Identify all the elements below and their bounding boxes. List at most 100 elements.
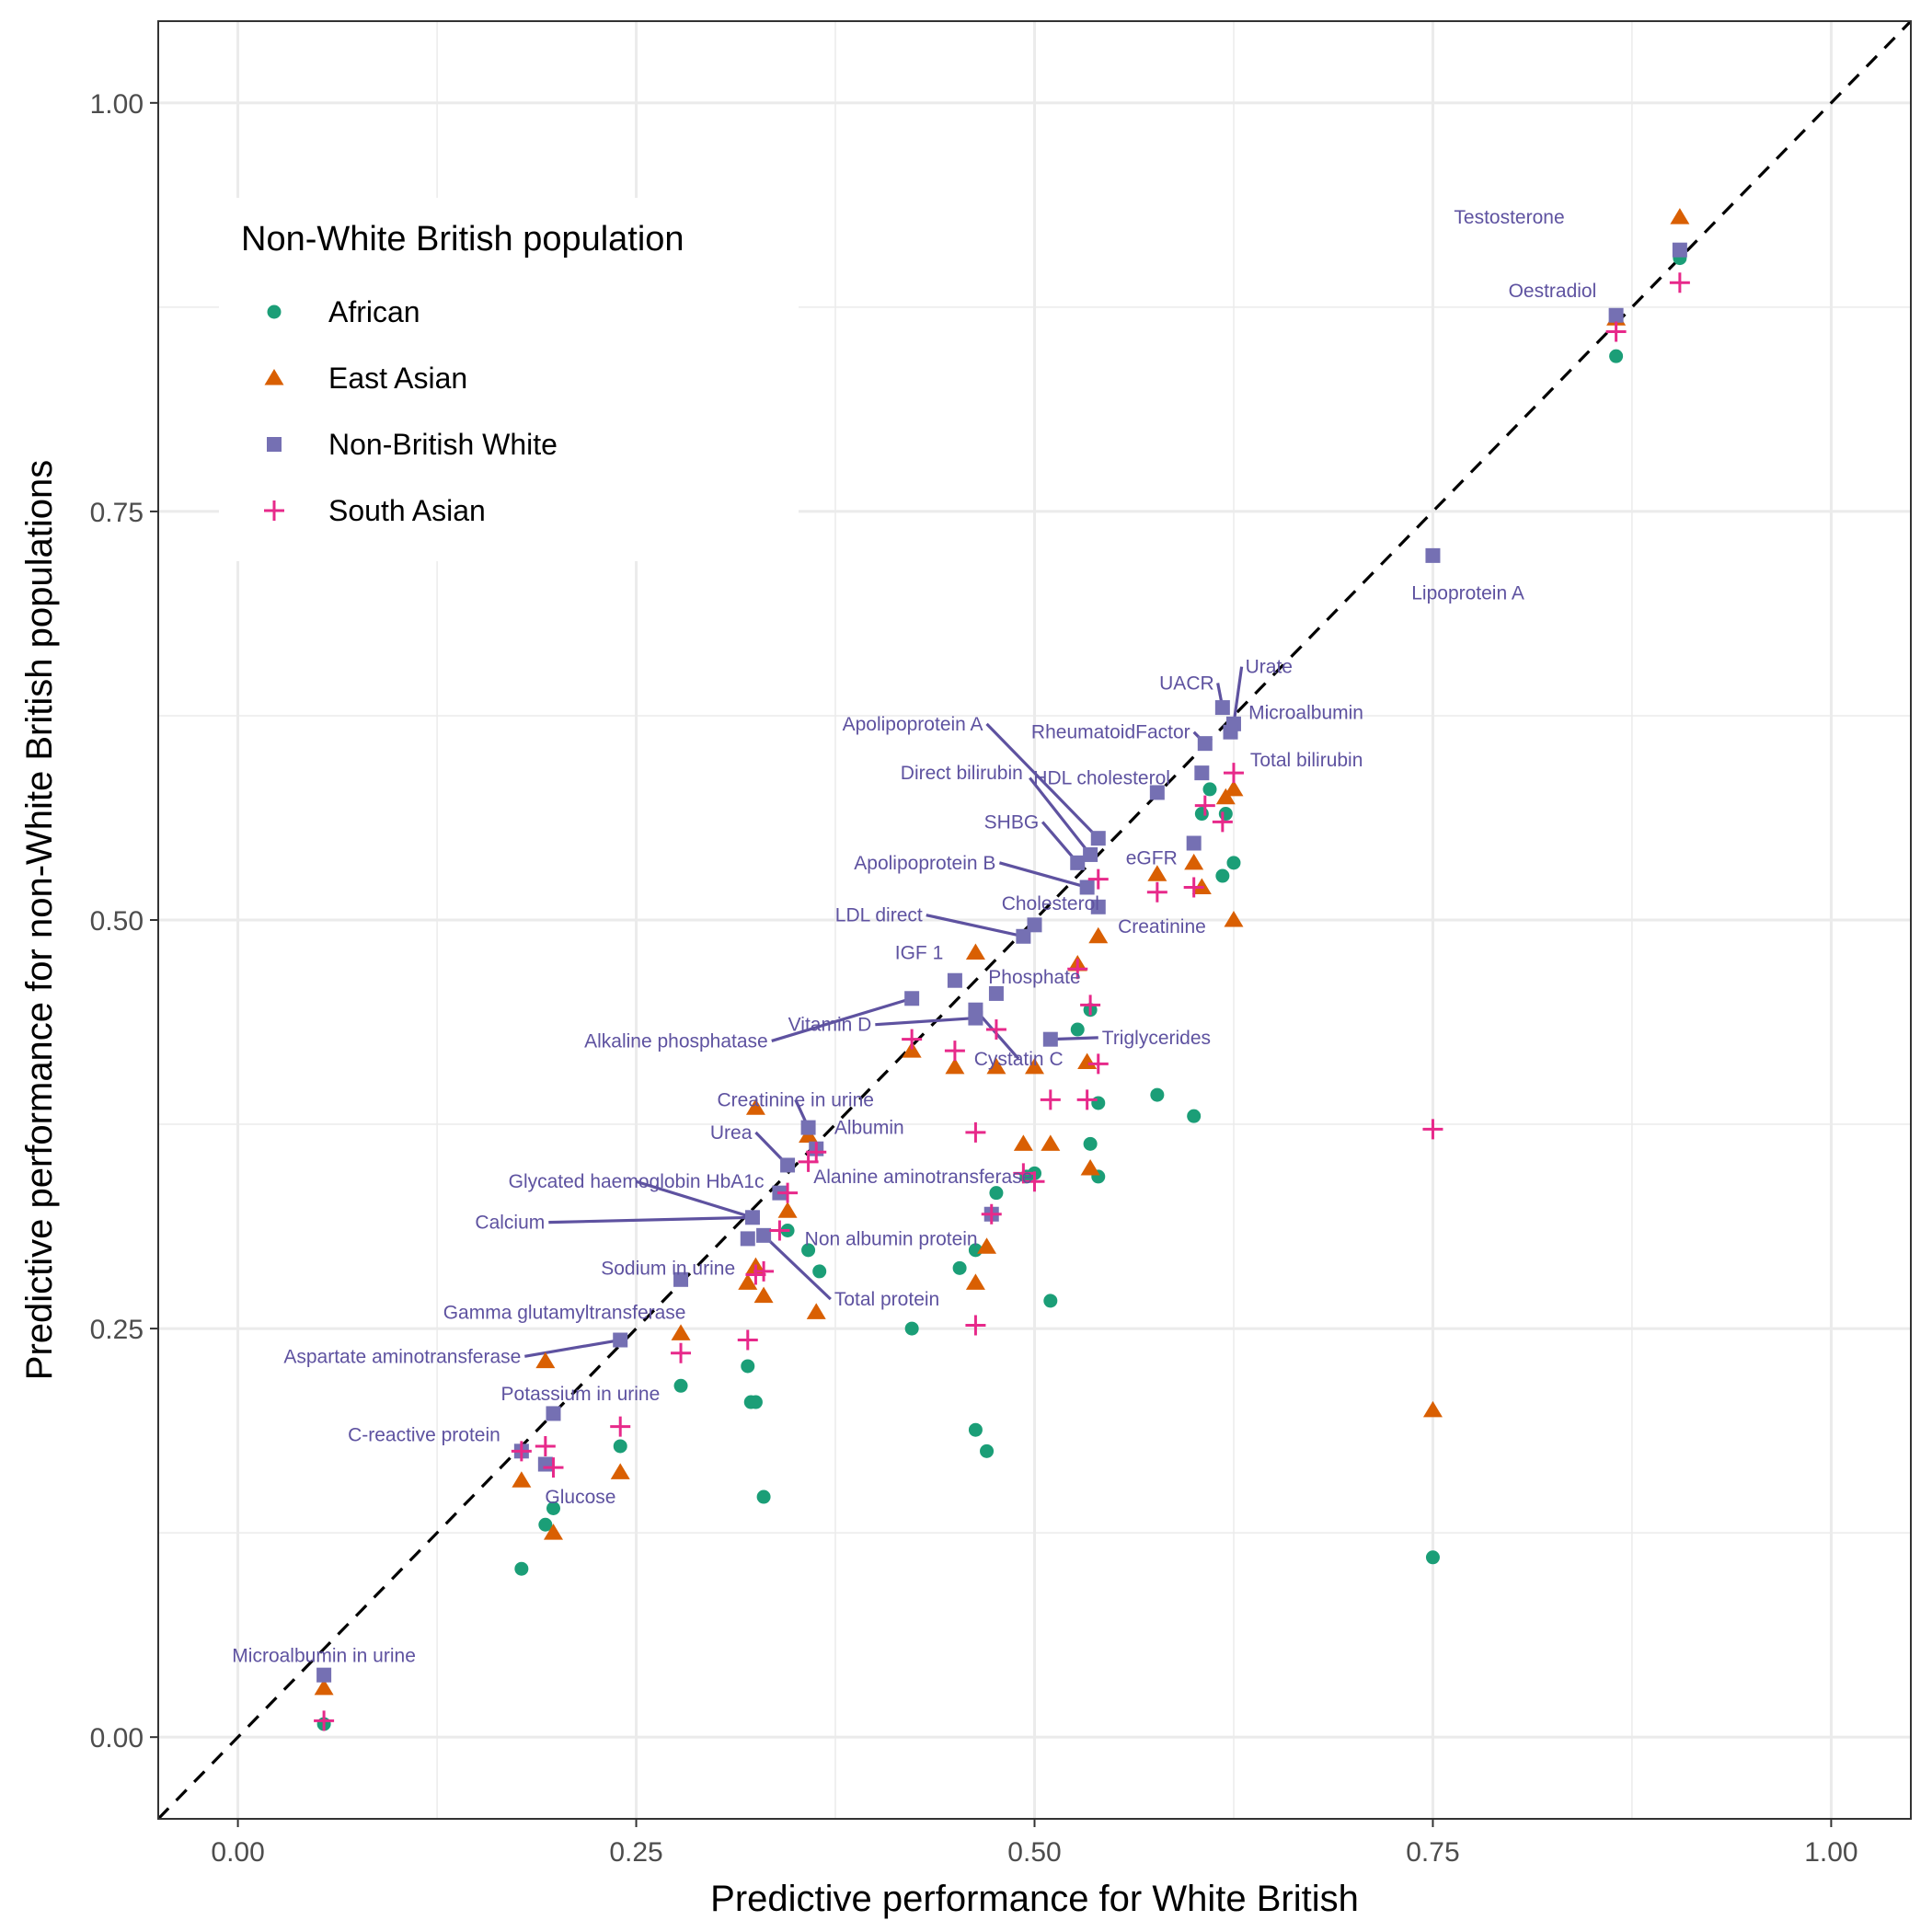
data-points [314,208,1690,1731]
point-south-asian [1040,1089,1061,1110]
point-non-british-white [1223,724,1238,740]
point-east-asian [1422,1400,1443,1418]
legend-item-non-british-white: Non-British White [267,428,558,461]
point-non-british-white [1083,846,1098,862]
point-label: Oestradiol [1509,281,1597,302]
point-labels: Testosterone Oestradiol Lipoprotein A Urate… [232,207,1596,1666]
point-label: Creatinine in urine [718,1089,874,1110]
legend-item-east-asian: East Asian [264,362,467,395]
y-tick-label: 0.00 [90,1723,144,1754]
point-south-asian [1067,959,1088,980]
point-east-asian [1088,926,1109,944]
point-south-asian [944,1041,965,1062]
legend-background [219,198,799,561]
point-south-asian [1087,1053,1109,1075]
point-non-british-white [613,1332,628,1348]
point-label: HDL cholesterol [1033,767,1170,788]
legend: Non-White British population African East… [219,198,799,561]
point-east-asian [902,1041,922,1058]
point-label: IGF 1 [895,943,944,964]
point-label: Calcium [475,1213,545,1234]
point-non-british-white [537,1456,553,1472]
point-label: Total bilirubin [1250,750,1363,771]
point-south-asian [902,1029,923,1050]
point-label: Glucose [545,1487,615,1508]
legend-label: Non-British White [328,428,558,461]
point-label: Microalbumin [1248,702,1363,723]
point-south-asian [671,1342,692,1363]
point-east-asian [1215,788,1236,805]
point-east-asian [977,1237,997,1254]
point-south-asian [543,1457,564,1478]
point-non-british-white [1016,928,1031,944]
legend-label: African [328,295,420,328]
point-east-asian [738,1273,758,1290]
x-tick-label: 1.00 [1804,1837,1857,1868]
point-east-asian [314,1678,334,1696]
legend-key-non-british-white [267,437,282,452]
point-label: Apolipoprotein B [854,853,995,874]
point-east-asian [965,943,985,960]
x-tick-label: 0.25 [609,1837,662,1868]
legend-item-african: African [267,295,420,328]
point-african [980,1443,995,1458]
point-non-british-white [1608,307,1624,323]
point-african [904,1321,919,1336]
legend-label: South Asian [328,494,486,527]
point-non-british-white [1197,736,1213,752]
y-tick-label: 0.75 [90,498,144,528]
point-label: C-reactive protein [348,1425,500,1446]
point-label: Lipoprotein A [1411,583,1524,604]
point-non-british-white [1090,899,1106,914]
point-non-british-white [1090,831,1106,846]
point-east-asian [1147,865,1167,881]
point-non-british-white [1027,917,1042,933]
point-african [756,1489,771,1504]
point-east-asian [610,1463,630,1479]
point-label: Microalbumin in urine [232,1645,416,1666]
point-east-asian [543,1524,563,1540]
label-leader [636,1179,753,1219]
point-african [1070,1022,1085,1037]
point-south-asian [1223,763,1244,784]
label-leader [771,996,913,1042]
point-african [1218,807,1233,822]
point-non-british-white [546,1406,561,1421]
point-label: Urea [710,1122,753,1144]
point-african [812,1264,827,1279]
point-south-asian [737,1329,758,1351]
x-axis-title: Predictive performance for White British [710,1879,1359,1919]
point-non-british-white [740,1231,755,1247]
point-east-asian [965,1273,985,1290]
legend-title: Non-White British population [241,220,684,259]
y-axis-title: Predictive performance for non-White Bri… [19,460,60,1380]
point-south-asian [1013,1163,1034,1184]
point-non-british-white [1194,765,1210,781]
point-south-asian [1669,272,1690,293]
legend-key-east-asian [264,369,284,385]
point-south-asian [1024,1171,1045,1192]
point-african [801,1243,816,1258]
point-label: Apolipoprotein A [843,714,983,735]
point-label: Triglycerides [1102,1028,1211,1049]
point-east-asian [986,1057,1006,1075]
point-label: UACR [1159,673,1214,694]
legend-key-african [267,305,282,319]
point-east-asian [753,1286,774,1304]
point-south-asian [1194,795,1215,816]
label-leader [998,861,1088,890]
point-african [1425,1550,1440,1565]
point-south-asian [511,1441,532,1462]
legend-item-south-asian: South Asian [264,494,486,527]
point-east-asian [806,1303,826,1319]
point-non-british-white [988,985,1004,1001]
point-non-british-white [968,1010,983,1026]
point-south-asian [1605,321,1627,342]
point-south-asian [314,1710,335,1731]
point-label: Urate [1246,657,1293,678]
point-african [1187,1109,1202,1123]
point-south-asian [1080,995,1101,1016]
label-leader [1232,666,1244,725]
point-south-asian [610,1416,631,1437]
